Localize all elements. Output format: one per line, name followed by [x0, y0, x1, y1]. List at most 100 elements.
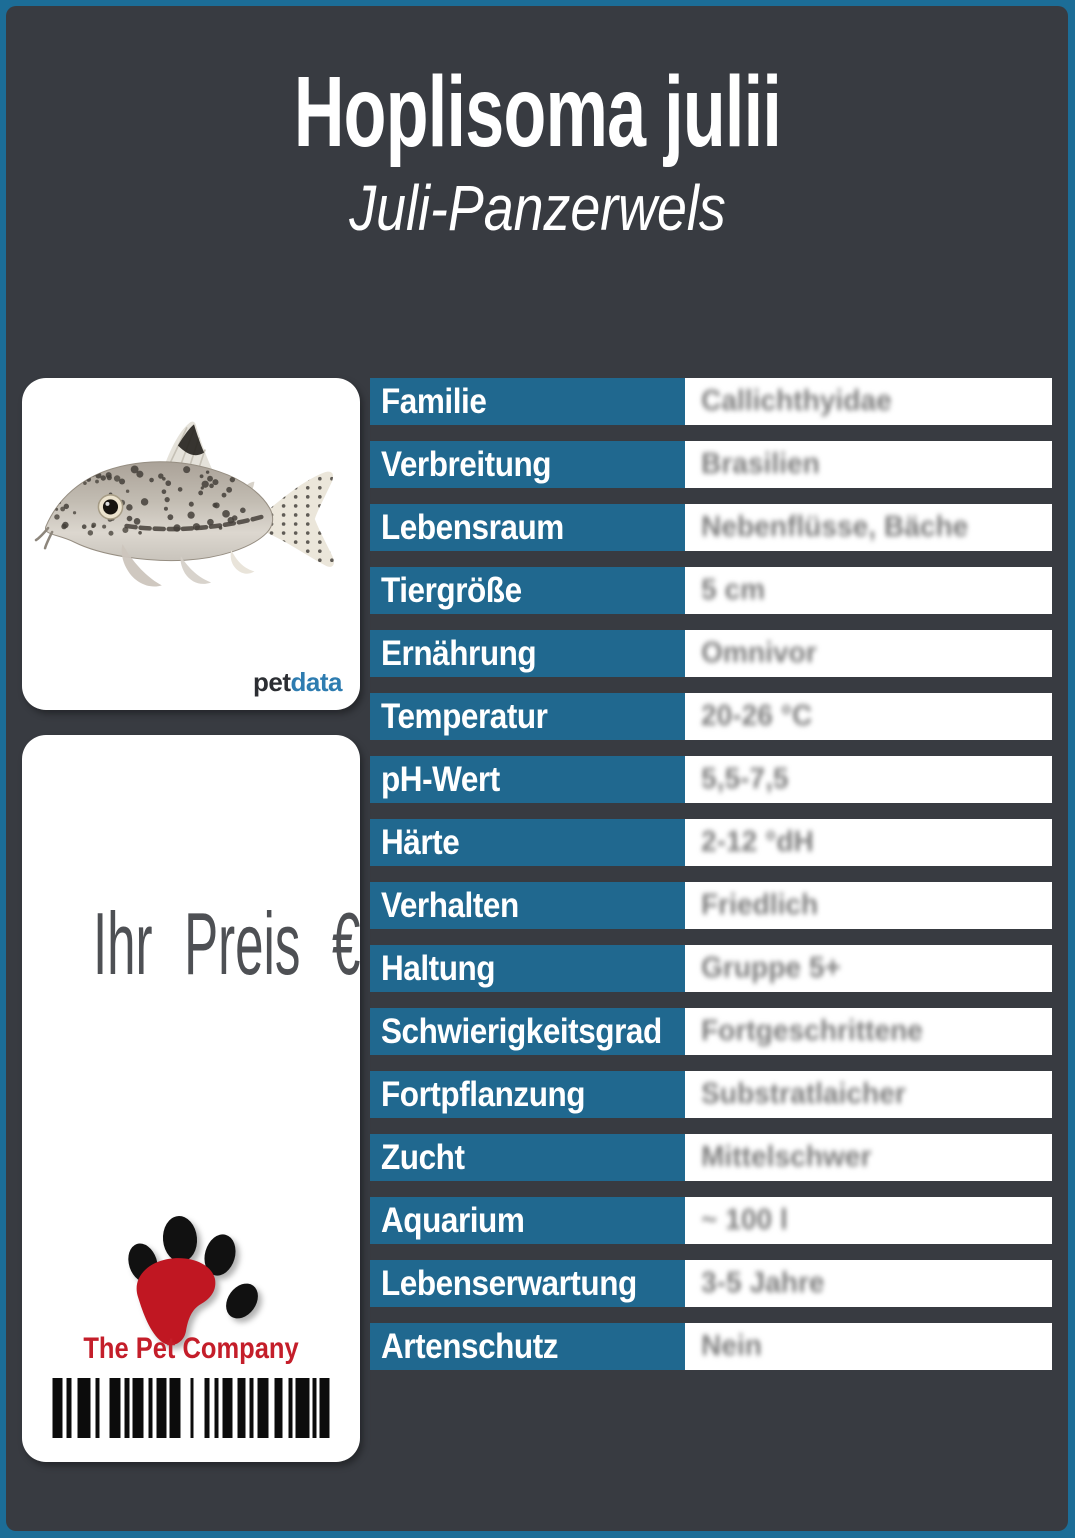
- row-value-text: 5,5-7,5: [701, 763, 789, 795]
- table-row: Familie Callichthyidae: [370, 378, 1052, 425]
- row-label-text: Haltung: [381, 948, 496, 988]
- fish-image: [34, 421, 334, 587]
- row-label: Artenschutz: [370, 1323, 685, 1370]
- row-label-text: Familie: [381, 381, 487, 421]
- row-label-text: Lebensraum: [381, 507, 564, 547]
- barcode-bar: [249, 1378, 254, 1438]
- barcode-bar: [214, 1378, 219, 1438]
- barcode-bar: [77, 1378, 91, 1438]
- row-value: ~ 100 l: [685, 1197, 1052, 1244]
- row-label-text: pH-Wert: [381, 759, 500, 799]
- barcode-bar: [190, 1378, 194, 1438]
- row-value: 5 cm: [685, 567, 1052, 614]
- barcode-bar: [295, 1378, 310, 1438]
- petdata-logo-pet: pet: [253, 667, 291, 697]
- company-name: The Pet Company: [83, 1332, 299, 1365]
- row-value: Gruppe 5+: [685, 945, 1052, 992]
- row-value-text: Nebenflüsse, Bäche: [701, 511, 969, 543]
- table-row: Tiergröße 5 cm: [370, 567, 1052, 614]
- table-row: Temperatur 20-26 °C: [370, 693, 1052, 740]
- row-value-text: Friedlich: [701, 889, 819, 921]
- row-label: Verhalten: [370, 882, 685, 929]
- table-row: Härte 2-12 °dH: [370, 819, 1052, 866]
- barcode-bar: [66, 1378, 72, 1438]
- row-label: Haltung: [370, 945, 685, 992]
- table-row: Artenschutz Nein: [370, 1323, 1052, 1370]
- barcode-bar: [132, 1378, 144, 1438]
- row-label-text: Lebenserwartung: [381, 1263, 637, 1303]
- row-label-text: Härte: [381, 822, 460, 862]
- row-label: Tiergröße: [370, 567, 685, 614]
- row-value-text: 5 cm: [701, 574, 766, 606]
- spec-table: Familie Callichthyidae Verbreitung Brasilie…: [370, 378, 1052, 1386]
- row-value: Brasilien: [685, 441, 1052, 488]
- row-label-text: Aquarium: [381, 1200, 525, 1240]
- paw-icon: [116, 1197, 266, 1347]
- barcode-bar: [169, 1378, 181, 1438]
- row-value: 20-26 °C: [685, 693, 1052, 740]
- row-label-text: Verhalten: [381, 885, 519, 925]
- row-value-text: Omnivor: [701, 637, 817, 669]
- row-value-text: Substratlaicher: [701, 1078, 906, 1110]
- fish-pectoral-fin: [121, 544, 162, 587]
- table-row: Fortpflanzung Substratlaicher: [370, 1071, 1052, 1118]
- row-value-text: ~ 100 l: [701, 1204, 788, 1236]
- row-label-text: Artenschutz: [381, 1326, 559, 1366]
- row-value-text: Mittelschwer: [701, 1141, 872, 1173]
- fish-photo-card: petdata: [22, 378, 360, 710]
- row-label: Ernährung: [370, 630, 685, 677]
- barcode-bar: [257, 1378, 269, 1438]
- row-label: Aquarium: [370, 1197, 685, 1244]
- row-value: Friedlich: [685, 882, 1052, 929]
- petdata-logo-data: data: [290, 667, 343, 697]
- table-row: Zucht Mittelschwer: [370, 1134, 1052, 1181]
- price-card: Ihr Preis € The Pet Company: [22, 735, 360, 1462]
- table-row: Lebenserwartung 3-5 Jahre: [370, 1260, 1052, 1307]
- barcode-bar: [156, 1378, 167, 1438]
- row-value-text: Brasilien: [701, 448, 820, 480]
- row-value: 2-12 °dH: [685, 819, 1052, 866]
- table-row: Ernährung Omnivor: [370, 630, 1052, 677]
- header: Hoplisoma julii Juli-Panzerwels: [0, 0, 1075, 240]
- row-label-text: Schwierigkeitsgrad: [381, 1011, 662, 1051]
- row-value: Nein: [685, 1323, 1052, 1370]
- row-value: 3-5 Jahre: [685, 1260, 1052, 1307]
- row-label-text: Fortpflanzung: [381, 1074, 586, 1114]
- row-value: Mittelschwer: [685, 1134, 1052, 1181]
- barcode-bar: [274, 1378, 283, 1438]
- row-label: Familie: [370, 378, 685, 425]
- table-row: Verhalten Friedlich: [370, 882, 1052, 929]
- barcode-space: [181, 1378, 191, 1438]
- row-label: Temperatur: [370, 693, 685, 740]
- row-label: Lebensraum: [370, 504, 685, 551]
- row-value-text: Callichthyidae: [701, 385, 892, 417]
- barcode-bar: [109, 1378, 121, 1438]
- petdata-logo: petdata: [253, 667, 342, 698]
- price-label: Ihr Preis €: [92, 894, 361, 993]
- fish-barbels: [34, 526, 54, 550]
- row-label: Fortpflanzung: [370, 1071, 685, 1118]
- barcode-bar: [222, 1378, 233, 1438]
- barcode-bar: [95, 1378, 100, 1438]
- row-value: Omnivor: [685, 630, 1052, 677]
- row-value: 5,5-7,5: [685, 756, 1052, 803]
- barcode: [52, 1378, 330, 1438]
- row-value: Nebenflüsse, Bäche: [685, 504, 1052, 551]
- barcode-space: [194, 1378, 205, 1438]
- row-value-text: Fortgeschrittene: [701, 1015, 923, 1047]
- row-label-text: Verbreitung: [381, 444, 552, 484]
- barcode-bar: [124, 1378, 130, 1438]
- fish-pelvic-fin: [180, 556, 212, 584]
- barcode-bar: [52, 1378, 63, 1438]
- row-label-text: Ernährung: [381, 633, 537, 673]
- barcode-bar: [237, 1378, 246, 1438]
- table-row: pH-Wert 5,5-7,5: [370, 756, 1052, 803]
- row-label: pH-Wert: [370, 756, 685, 803]
- row-label: Zucht: [370, 1134, 685, 1181]
- row-label-text: Tiergröße: [381, 570, 522, 610]
- table-row: Lebensraum Nebenflüsse, Bäche: [370, 504, 1052, 551]
- row-value: Callichthyidae: [685, 378, 1052, 425]
- barcode-bar: [312, 1378, 317, 1438]
- row-value-text: 20-26 °C: [701, 700, 813, 732]
- row-label-text: Zucht: [381, 1137, 465, 1177]
